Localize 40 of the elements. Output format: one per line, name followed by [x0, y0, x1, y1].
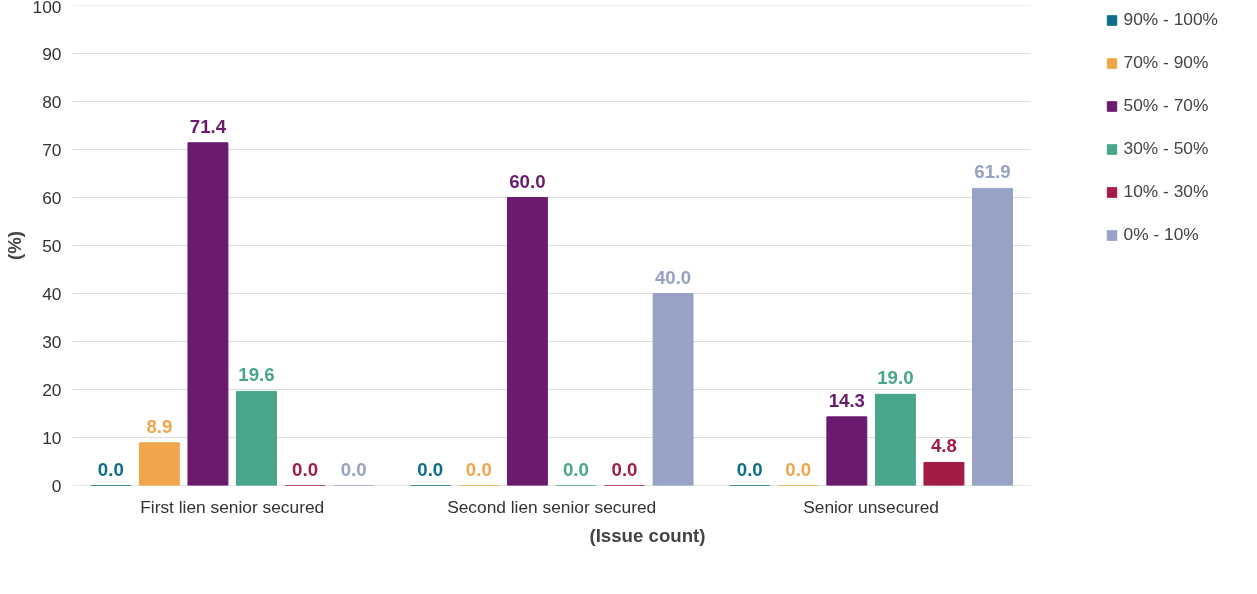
- data-label: 0.0: [292, 458, 319, 480]
- y-axis-title: (%): [3, 230, 25, 261]
- data-label: 4.8: [930, 435, 957, 457]
- data-label: 0.0: [611, 458, 638, 480]
- data-label: 0.0: [465, 458, 492, 480]
- data-label: 14.3: [828, 389, 865, 411]
- data-label: 71.4: [189, 115, 227, 137]
- x-axis-title: (Issue count): [589, 524, 706, 546]
- y-tick-label: 60: [42, 187, 62, 208]
- data-label: 19.0: [877, 367, 914, 389]
- y-tick-label: 90: [42, 43, 62, 64]
- data-label: 60.0: [509, 170, 546, 192]
- data-label: 0.0: [340, 458, 367, 480]
- y-tick-label: 80: [42, 91, 62, 112]
- legend-label: 10% - 30%: [1123, 181, 1209, 202]
- y-tick-label: 20: [42, 379, 62, 400]
- y-tick-label: 10: [42, 427, 62, 448]
- data-label: 0.0: [97, 458, 124, 480]
- data-label: 61.9: [974, 161, 1011, 183]
- data-label: 0.0: [785, 458, 812, 480]
- data-label: 8.9: [146, 415, 173, 437]
- data-label: 40.0: [654, 266, 692, 288]
- legend-label: 70% - 90%: [1123, 52, 1209, 73]
- legend-label: 50% - 70%: [1123, 95, 1209, 116]
- x-tick-label: First lien senior secured: [140, 496, 325, 517]
- y-tick-label: 70: [42, 139, 62, 160]
- legend-label: 90% - 100%: [1123, 9, 1218, 30]
- data-label: 0.0: [736, 458, 763, 480]
- y-tick-label: 0: [51, 475, 62, 496]
- y-tick-label: 50: [42, 235, 62, 256]
- data-label: 0.0: [417, 458, 444, 480]
- legend-label: 30% - 50%: [1123, 138, 1209, 159]
- data-label: 0.0: [562, 458, 589, 480]
- legend-label: 0% - 10%: [1123, 224, 1199, 245]
- y-tick-label: 100: [32, 0, 62, 17]
- x-tick-label: Senior unsecured: [803, 496, 940, 517]
- x-tick-label: Second lien senior secured: [447, 496, 657, 517]
- y-tick-label: 30: [42, 331, 62, 352]
- data-label: 19.6: [238, 364, 275, 386]
- y-tick-label: 40: [42, 283, 62, 304]
